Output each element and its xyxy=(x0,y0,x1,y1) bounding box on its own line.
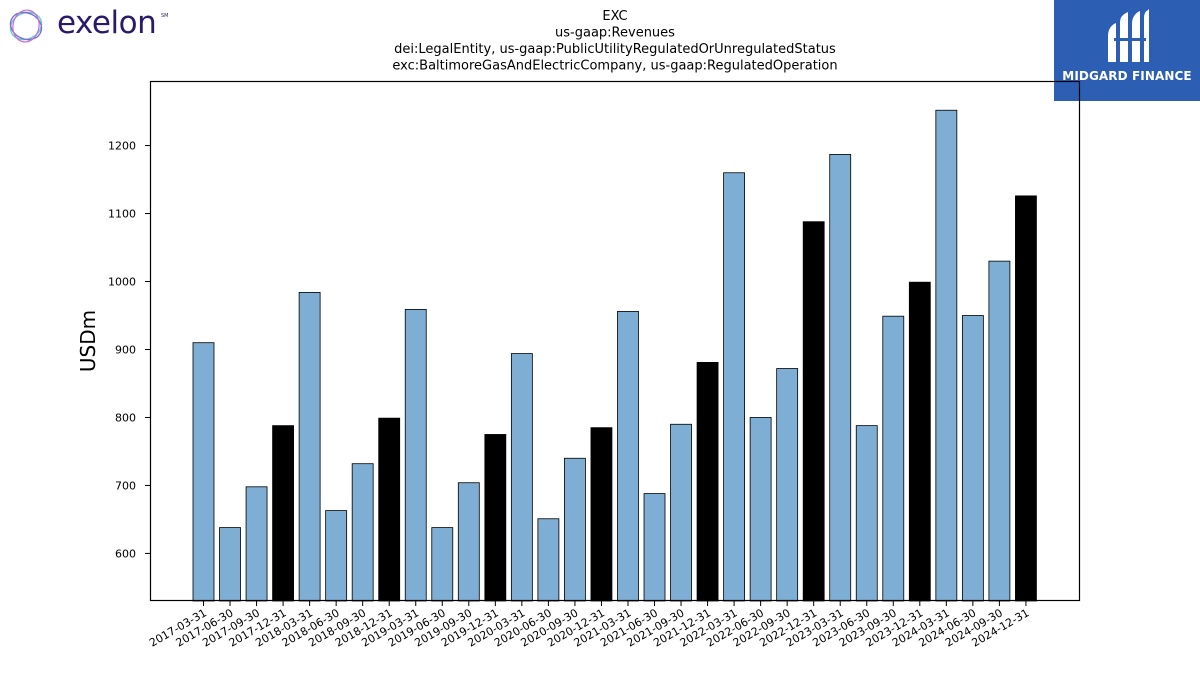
y-tick-label: 1100 xyxy=(108,208,136,221)
exelon-ring-icon xyxy=(9,9,43,43)
midgard-finance-logo: MIDGARD FINANCE xyxy=(1054,0,1200,101)
exelon-wordmark: exelon xyxy=(57,5,157,41)
bar-2019-03-31 xyxy=(404,308,427,602)
bar-2017-12-31 xyxy=(272,425,294,602)
x-axis: 2017-03-312017-06-302017-09-302017-12-31… xyxy=(147,601,1031,650)
bar-2024-09-30 xyxy=(988,260,1011,602)
title-line: us-gaap:Revenues xyxy=(555,26,675,41)
y-tick-label: 600 xyxy=(115,547,136,560)
y-tick-label: 1000 xyxy=(108,276,136,289)
bar-2020-03-31 xyxy=(510,353,533,602)
bar-2019-09-30 xyxy=(457,482,480,602)
bar-2017-06-30 xyxy=(219,527,241,602)
plot-frame xyxy=(149,80,1081,602)
y-axis-label: USDm xyxy=(76,310,100,372)
title-line: dei:LegalEntity, us-gaap:PublicUtilityRe… xyxy=(394,42,836,57)
bar-2018-09-30 xyxy=(351,463,374,602)
bar-2018-06-30 xyxy=(325,510,348,602)
midgard-wordmark: MIDGARD FINANCE xyxy=(1062,69,1192,83)
bar-2023-09-30 xyxy=(882,315,905,602)
bar-2020-12-31 xyxy=(590,427,613,602)
bar-2024-03-31 xyxy=(935,109,958,602)
bar-2018-12-31 xyxy=(378,417,401,602)
bar-2019-12-31 xyxy=(484,434,507,602)
service-mark: SM xyxy=(161,13,169,19)
y-tick-label: 700 xyxy=(115,479,136,492)
bar-2021-12-31 xyxy=(696,362,719,602)
bar-2024-12-31 xyxy=(1015,195,1037,602)
bar-2017-03-31 xyxy=(192,342,215,602)
y-tick-label: 800 xyxy=(115,411,136,424)
y-tick-label: 900 xyxy=(115,343,136,356)
bar-2022-03-31 xyxy=(723,172,745,602)
bar-2021-03-31 xyxy=(617,311,639,602)
bar-2019-06-30 xyxy=(431,527,454,602)
y-axis: 600 700 800 900 1000 1100 1200 xyxy=(108,140,150,560)
y-tick-label: 1200 xyxy=(108,140,136,153)
bar-2023-12-31 xyxy=(908,281,931,602)
title-line: EXC xyxy=(602,9,627,24)
bar-2022-06-30 xyxy=(749,417,772,602)
bar-2020-09-30 xyxy=(564,457,586,602)
title-line: exc:BaltimoreGasAndElectricCompany, us-g… xyxy=(392,59,837,74)
bar-2021-06-30 xyxy=(643,493,666,602)
bar-2021-09-30 xyxy=(670,423,692,602)
bar-2022-12-31 xyxy=(802,221,825,602)
bar-2023-06-30 xyxy=(855,425,878,602)
bar-2023-03-31 xyxy=(829,154,852,602)
midgard-mh-icon xyxy=(1108,9,1149,62)
bars-group xyxy=(192,109,1037,602)
bar-2017-09-30 xyxy=(245,486,268,602)
exelon-logo: exelon SM xyxy=(5,5,175,47)
bar-2022-09-30 xyxy=(776,368,799,602)
bar-2024-06-30 xyxy=(961,315,984,602)
bar-2018-03-31 xyxy=(298,291,321,602)
bar-2020-06-30 xyxy=(537,518,560,602)
